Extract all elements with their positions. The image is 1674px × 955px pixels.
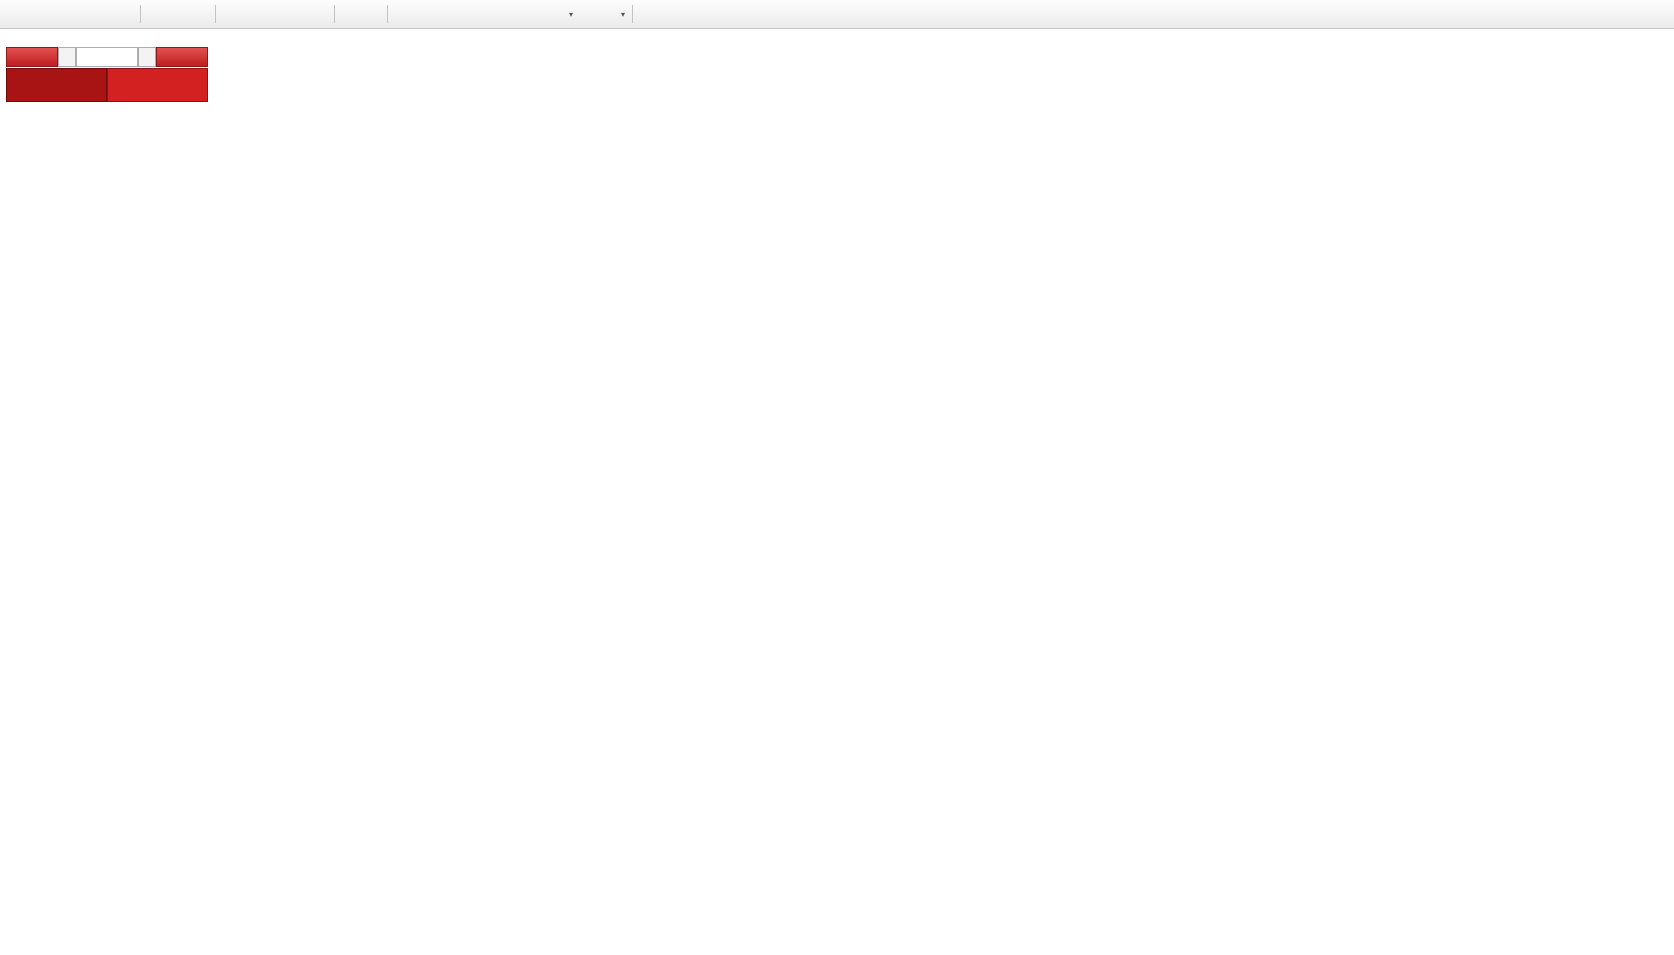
toolbar: ▾ ▾: [0, 0, 1674, 29]
vertical-line-icon: [395, 6, 411, 22]
toolbar-separator: [334, 5, 335, 23]
chevron-down-icon: ▾: [569, 9, 574, 19]
split-windows-button[interactable]: [308, 3, 330, 25]
clock-icon: [579, 6, 595, 22]
channel-tool[interactable]: [458, 3, 480, 25]
volume-increase-button[interactable]: [138, 47, 156, 67]
new-order-icon: [23, 6, 39, 22]
sell-button[interactable]: [6, 47, 58, 67]
crosshair-icon: [364, 6, 380, 22]
sell-price-display[interactable]: [6, 68, 107, 102]
one-click-trading-panel: [6, 47, 208, 102]
cascade-windows-icon: [289, 6, 305, 22]
fibonacci-icon: [483, 6, 499, 22]
text-tool-icon: [505, 6, 521, 22]
vertical-line-tool[interactable]: [392, 3, 414, 25]
printer-icon: [1619, 6, 1635, 22]
zoom-out-icon: [245, 6, 261, 22]
tile-windows-icon: [267, 6, 283, 22]
horizontal-line-tool[interactable]: [414, 3, 436, 25]
zoom-in-icon: [223, 6, 239, 22]
shapes-icon: [549, 6, 565, 22]
periods-button[interactable]: [576, 3, 598, 25]
buy-button[interactable]: [156, 47, 208, 67]
print-button[interactable]: [1616, 3, 1638, 25]
new-order-button[interactable]: [20, 3, 45, 25]
candlestick-icon: [170, 6, 186, 22]
line-chart-button[interactable]: [189, 3, 211, 25]
cursor-button[interactable]: [339, 3, 361, 25]
toolbar-right-icons: [1616, 3, 1670, 25]
line-chart-icon: [192, 6, 208, 22]
books-icon: [48, 6, 64, 22]
label-icon: [527, 6, 543, 22]
shapes-tool[interactable]: ▾: [546, 3, 576, 25]
trendline-icon: [439, 6, 455, 22]
chart-ohlc-header: [8, 32, 50, 44]
toolbar-separator: [387, 5, 388, 23]
bar-chart-button[interactable]: [145, 3, 167, 25]
toolbar-separator: [632, 5, 634, 23]
cascade-windows-button[interactable]: [286, 3, 308, 25]
indicators-icon: [601, 6, 617, 22]
indicators-button[interactable]: ▾: [598, 3, 628, 25]
horizontal-line-icon: [417, 6, 433, 22]
text-tool[interactable]: [502, 3, 524, 25]
help-button[interactable]: [89, 3, 111, 25]
chart-window-icon: [70, 6, 86, 22]
auto-trading-button[interactable]: [111, 3, 136, 25]
fibonacci-tool[interactable]: [480, 3, 502, 25]
trendline-tool[interactable]: [436, 3, 458, 25]
tile-windows-button[interactable]: [264, 3, 286, 25]
channel-icon: [461, 6, 477, 22]
label-tool[interactable]: [524, 3, 546, 25]
volume-decrease-button[interactable]: [58, 47, 76, 67]
play-icon: [114, 6, 130, 22]
zoom-out-button[interactable]: [242, 3, 264, 25]
help-icon: [92, 6, 108, 22]
crosshair-button[interactable]: [361, 3, 383, 25]
volume-input[interactable]: [76, 47, 138, 67]
new-chart-button[interactable]: [67, 3, 89, 25]
buy-price-display[interactable]: [107, 68, 208, 102]
zoom-in-button[interactable]: [220, 3, 242, 25]
bar-chart-icon: [148, 6, 164, 22]
split-windows-icon: [311, 6, 327, 22]
symbol-icon: [8, 32, 20, 44]
candlestick-chart-button[interactable]: [167, 3, 189, 25]
market-watch-button[interactable]: [45, 3, 67, 25]
toolbar-separator: [140, 5, 141, 23]
search-button[interactable]: [1642, 3, 1664, 25]
search-icon: [1645, 6, 1661, 22]
toolbar-separator: [215, 5, 216, 23]
app-icon: [4, 6, 20, 22]
chevron-down-icon: ▾: [621, 9, 626, 19]
cursor-icon: [342, 6, 358, 22]
